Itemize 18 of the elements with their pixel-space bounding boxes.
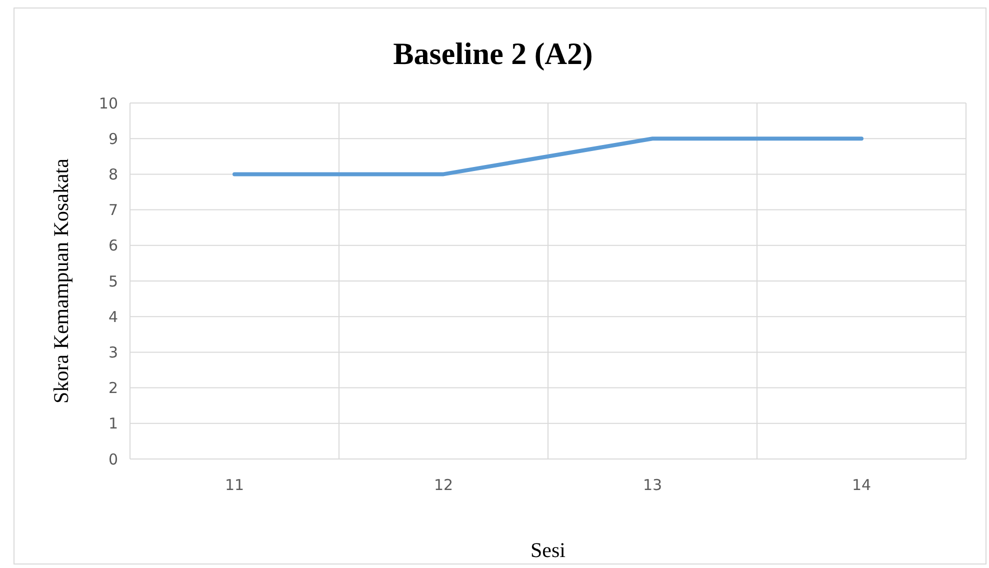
y-tick-label: 5 <box>108 272 118 290</box>
y-tick-label: 1 <box>108 414 118 433</box>
y-axis-title: Skora Kemampuan Kosakata <box>49 158 73 404</box>
y-tick-label: 10 <box>98 94 118 112</box>
x-tick-label: 13 <box>642 476 662 494</box>
y-tick-label: 6 <box>108 236 118 255</box>
y-tick-label: 9 <box>108 130 118 148</box>
y-tick-label: 7 <box>108 201 118 220</box>
y-tick-label: 8 <box>108 165 118 184</box>
x-tick-label: 12 <box>434 476 454 494</box>
y-tick-label: 0 <box>108 450 118 468</box>
x-axis-title: Sesi <box>530 538 566 562</box>
y-tick-label: 2 <box>108 379 118 398</box>
chart-title: Baseline 2 (A2) <box>393 36 593 71</box>
y-tick-label: 4 <box>108 308 118 326</box>
y-tick-label: 3 <box>108 343 118 362</box>
x-tick-label: 11 <box>224 476 244 494</box>
x-tick-label: 14 <box>852 476 872 494</box>
